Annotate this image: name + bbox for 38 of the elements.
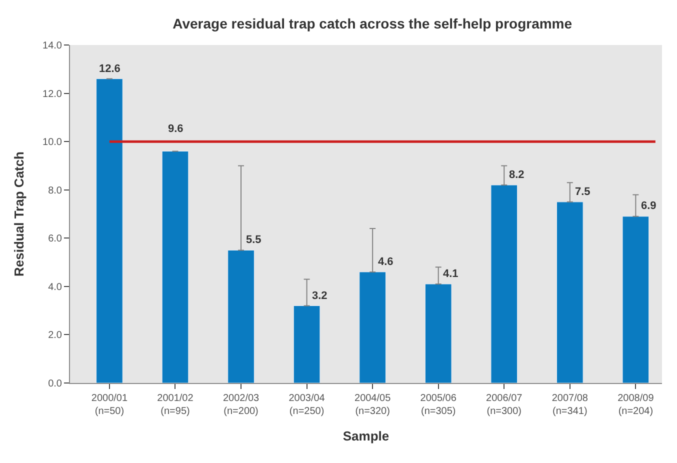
x-axis-title: Sample — [342, 428, 390, 444]
x-tick-label: 2005/06 (n=305) — [420, 393, 457, 417]
y-tick-label: 8.0 — [48, 185, 62, 196]
data-label: 4.1 — [443, 268, 458, 280]
bar — [424, 284, 452, 383]
bar — [359, 272, 386, 383]
y-axis-title: Residual Trap Catch — [11, 151, 26, 276]
data-label: 12.6 — [99, 63, 120, 75]
y-tick-label: 12.0 — [42, 88, 62, 100]
x-tick-label: 2007/08 (n=341) — [552, 393, 588, 417]
data-label: 8.2 — [509, 169, 524, 181]
y-tick-label: 10.0 — [42, 137, 62, 148]
x-tick-label: 2008/09 (n=204) — [618, 393, 654, 417]
bar — [490, 184, 518, 383]
chart-title: Average residual trap catch across the self-help programme — [172, 15, 572, 32]
data-label: 6.9 — [641, 200, 656, 212]
y-tick-label: 4.0 — [48, 282, 62, 293]
bar — [228, 250, 254, 383]
y-tick-label: 14.0 — [42, 40, 62, 52]
y-tick-label: 0.0 — [48, 378, 62, 390]
bar — [96, 78, 123, 383]
x-tick-label: 2002/03 (n=200) — [222, 393, 260, 417]
x-tick-label: 2001/02 (n=95) — [157, 393, 194, 417]
y-tick-label: 6.0 — [48, 234, 62, 245]
data-label: 4.6 — [378, 256, 394, 268]
bar — [293, 305, 320, 383]
x-tick-label: 2006/07 (n=300) — [486, 393, 523, 417]
data-label: 7.5 — [575, 186, 590, 198]
bar — [622, 216, 650, 383]
bar — [162, 150, 189, 383]
y-tick-label: 2.0 — [48, 330, 62, 342]
data-label: 3.2 — [312, 290, 328, 302]
x-tick-label: 2003/04 (n=250) — [288, 393, 326, 417]
bar — [556, 202, 584, 383]
data-label: 9.6 — [168, 123, 184, 135]
x-tick-label: 2004/05 (n=320) — [354, 393, 392, 417]
x-tick-label: 2000/01 (n=50) — [91, 393, 128, 417]
data-label: 5.5 — [246, 234, 262, 246]
